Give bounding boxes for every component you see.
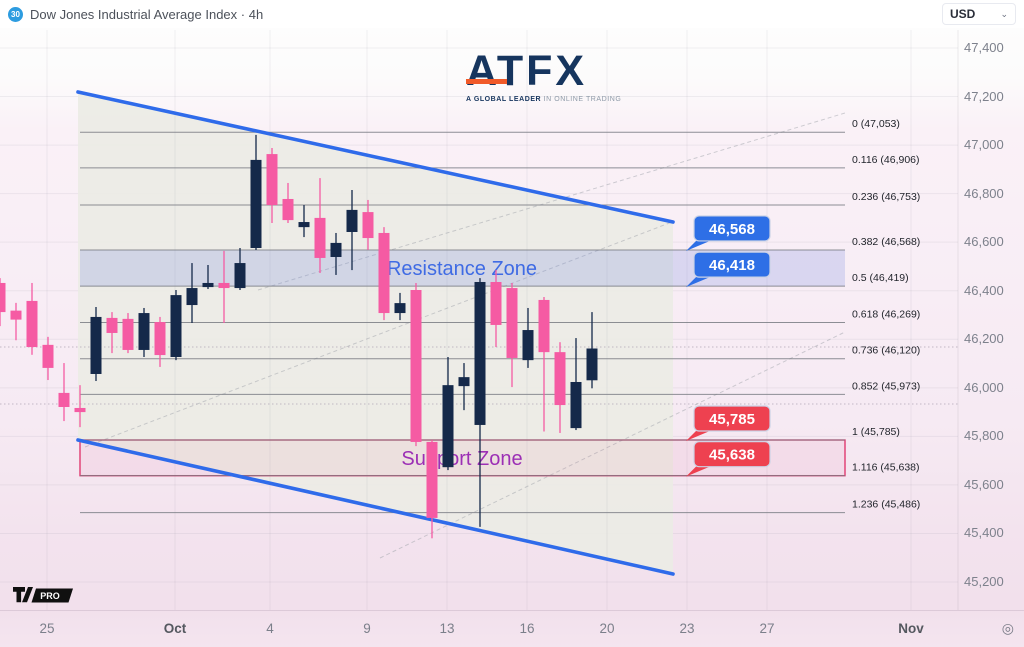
- candle: [170, 295, 182, 357]
- dashed-diagonal-line: [379, 331, 846, 559]
- fib-level-label: 0.382 (46,568): [852, 236, 920, 248]
- time-axis-label: 4: [266, 621, 274, 636]
- time-axis-label: 27: [759, 621, 775, 636]
- atfx-logo: ATFX A GLOBAL LEADER IN ONLINE TRADING: [466, 50, 621, 103]
- fib-level-label: 0 (47,053): [852, 118, 900, 130]
- fib-level-label: 0.116 (46,906): [852, 154, 920, 166]
- candle: [74, 407, 86, 413]
- candle: [474, 281, 486, 425]
- atfx-tagline-bold: A GLOBAL LEADER: [466, 96, 542, 103]
- time-axis-label: 13: [439, 621, 455, 636]
- time-axis-label: Oct: [163, 621, 187, 636]
- candle: [426, 441, 438, 518]
- atfx-orange-bar: [466, 79, 507, 84]
- time-axis-label: 9: [363, 621, 371, 636]
- candle: [410, 289, 422, 442]
- candle: [538, 299, 550, 353]
- candle: [394, 303, 406, 314]
- price-callout-label: 45,638: [686, 441, 771, 477]
- candle: [106, 317, 118, 333]
- time-axis-label: 16: [519, 621, 535, 636]
- symbol-title: Dow Jones Industrial Average Index · 4h: [30, 6, 264, 22]
- fib-level-label: 1.236 (45,486): [852, 499, 920, 511]
- svg-text:45,785: 45,785: [709, 411, 755, 428]
- trendline[interactable]: [76, 90, 675, 224]
- price-callout-label: 46,568: [686, 215, 771, 251]
- atfx-tagline-rest: IN ONLINE TRADING: [541, 96, 622, 103]
- fib-level-label: 0.236 (46,753): [852, 191, 920, 203]
- atfx-tagline: A GLOBAL LEADER IN ONLINE TRADING: [466, 96, 621, 103]
- fib-level-label: 1 (45,785): [852, 426, 900, 438]
- candle: [362, 212, 374, 239]
- candle: [90, 316, 102, 374]
- candle: [442, 385, 454, 468]
- axis-settings-icon[interactable]: ◎: [1001, 620, 1014, 636]
- candle: [378, 232, 390, 314]
- price-callout-label: 46,418: [686, 251, 771, 288]
- candle: [458, 377, 470, 387]
- candle: [186, 288, 198, 306]
- chevron-down-icon: ⌄: [1000, 8, 1008, 19]
- fib-level-label: 0.618 (46,269): [852, 309, 920, 321]
- candle: [314, 217, 326, 258]
- price-callout-label: 45,785: [686, 405, 771, 442]
- candle: [570, 381, 582, 429]
- candle: [154, 322, 166, 356]
- candle: [490, 281, 502, 325]
- candle: [266, 154, 278, 206]
- resistance-zone-label: Resistance Zone: [387, 258, 537, 280]
- currency-value: USD: [950, 7, 976, 21]
- pro-badge: PRO: [40, 591, 60, 601]
- candle: [10, 310, 22, 320]
- candle: [26, 300, 38, 348]
- candle: [586, 348, 598, 381]
- candle: [330, 242, 342, 257]
- candle: [218, 282, 230, 289]
- candle: [506, 288, 518, 358]
- trendline[interactable]: [76, 438, 675, 576]
- time-axis-label: Nov: [898, 621, 924, 636]
- candle: [42, 344, 54, 368]
- candle: [202, 282, 214, 288]
- time-axis-label: 23: [679, 621, 695, 636]
- candle: [122, 318, 134, 350]
- time-axis[interactable]: 25 Oct 4 9 13 16 20 23 27 Nov ◎: [0, 610, 1024, 647]
- fib-level-label: 1.116 (45,638): [852, 462, 920, 474]
- svg-text:46,568: 46,568: [709, 221, 755, 238]
- candle: [0, 282, 6, 313]
- chart-header: 30 Dow Jones Industrial Average Index · …: [0, 0, 1024, 28]
- tradingview-logo[interactable]: PRO: [12, 586, 74, 609]
- wedge-shading: [78, 92, 673, 574]
- candle: [522, 330, 534, 361]
- svg-text:46,418: 46,418: [709, 257, 755, 274]
- fib-level-label: 0.5 (46,419): [852, 272, 909, 284]
- candle: [554, 352, 566, 406]
- candle: [282, 198, 294, 221]
- time-axis-label: 25: [39, 621, 55, 636]
- time-axis-label: 20: [599, 621, 615, 636]
- candle: [298, 222, 310, 228]
- candle: [58, 392, 70, 407]
- fib-level-label: 0.736 (46,120): [852, 345, 920, 357]
- interval-badge: 30: [8, 6, 23, 22]
- fib-level-label: 0.852 (45,973): [852, 380, 920, 392]
- tradingview-mark-icon: PRO: [13, 587, 73, 603]
- candle: [346, 209, 358, 232]
- support-zone-label: Support Zone: [401, 448, 522, 470]
- currency-selector[interactable]: USD ⌄: [942, 3, 1016, 25]
- svg-text:45,638: 45,638: [709, 447, 755, 464]
- candle: [234, 263, 246, 289]
- candle: [250, 159, 262, 249]
- candle: [138, 313, 150, 350]
- atfx-brand-text: ATFX: [466, 47, 588, 95]
